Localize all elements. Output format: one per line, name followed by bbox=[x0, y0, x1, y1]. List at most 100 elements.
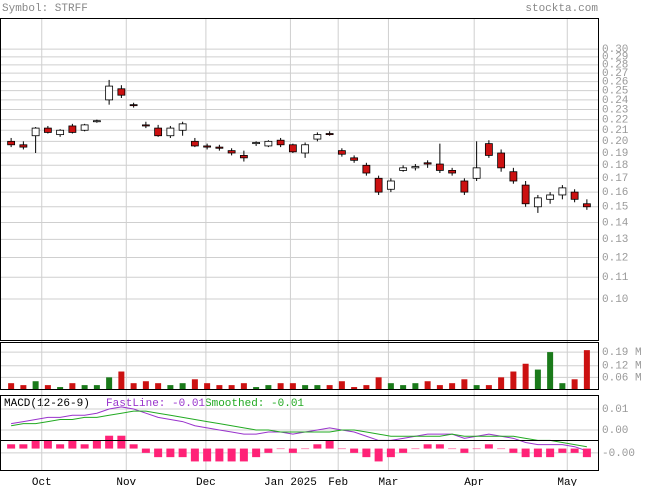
histogram-bar bbox=[252, 448, 261, 458]
histogram-bar bbox=[166, 448, 175, 458]
histogram-bar bbox=[362, 448, 371, 458]
volume-bar bbox=[583, 350, 590, 389]
volume-bar bbox=[191, 379, 198, 389]
y-tick-label: 0.11 bbox=[602, 272, 629, 284]
histogram-bar bbox=[276, 448, 285, 450]
volume-bar bbox=[8, 383, 15, 389]
histogram-bar bbox=[178, 448, 187, 458]
histogram-bar bbox=[313, 444, 322, 449]
volume-bar bbox=[69, 383, 76, 389]
histogram-bar bbox=[325, 440, 334, 449]
volume-bar bbox=[375, 377, 382, 389]
y-tick-label: 0.22 bbox=[602, 115, 628, 127]
y-tick-label: 0.19 bbox=[602, 148, 628, 160]
volume-bar bbox=[547, 352, 554, 389]
candle-body bbox=[497, 152, 506, 169]
volume-bar bbox=[302, 385, 309, 389]
candle-body bbox=[546, 194, 555, 200]
x-tick-label: Dec bbox=[196, 477, 216, 486]
histogram-bar bbox=[350, 448, 359, 453]
candle-body bbox=[558, 187, 567, 196]
histogram-bar bbox=[386, 448, 395, 458]
candle-body bbox=[264, 140, 273, 147]
volume-bar bbox=[314, 385, 321, 389]
histogram-bar bbox=[80, 444, 89, 449]
y-tick-label: 0.12 M bbox=[602, 361, 642, 373]
histogram-bar bbox=[582, 448, 591, 458]
volume-bar bbox=[81, 385, 88, 389]
candle-body bbox=[399, 167, 408, 171]
y-tick-label: 0.21 bbox=[602, 125, 629, 137]
x-tick-label: Oct bbox=[32, 477, 52, 486]
panel-frame bbox=[0, 18, 599, 341]
histogram-bar bbox=[497, 448, 506, 450]
candle-body bbox=[411, 166, 420, 169]
volume-bar bbox=[277, 383, 284, 389]
candle-body bbox=[570, 191, 579, 200]
candle-body bbox=[166, 127, 175, 137]
histogram-bar bbox=[521, 448, 530, 458]
volume-bar bbox=[228, 385, 235, 389]
candle-body bbox=[117, 88, 126, 96]
volume-bar bbox=[265, 385, 272, 389]
volume-bar bbox=[522, 363, 529, 389]
histogram-bar bbox=[31, 440, 40, 449]
histogram-bar bbox=[141, 448, 150, 453]
histogram-bar bbox=[19, 444, 28, 449]
site: stockta.com bbox=[525, 3, 598, 15]
y-tick-label: 0.12 bbox=[602, 252, 628, 264]
candle-body bbox=[313, 134, 322, 140]
candle-body bbox=[129, 104, 138, 107]
histogram-bar bbox=[43, 440, 52, 449]
y-tick-label: -0.00 bbox=[602, 448, 635, 460]
histogram-bar bbox=[68, 440, 77, 449]
macd-title: MACD(12-26-9) bbox=[4, 398, 90, 410]
candle-body bbox=[252, 142, 261, 145]
y-tick-label: 0.15 bbox=[602, 202, 628, 214]
y-tick-label: 0.14 bbox=[602, 217, 629, 229]
histogram-bar bbox=[472, 448, 481, 450]
candle-body bbox=[215, 146, 224, 149]
histogram-bar bbox=[288, 448, 297, 453]
volume-bar bbox=[424, 381, 431, 389]
volume-bar bbox=[485, 385, 492, 389]
candle-body bbox=[423, 162, 432, 165]
volume-bar bbox=[44, 385, 51, 389]
histogram-bar bbox=[129, 444, 138, 449]
histogram-bar bbox=[56, 444, 65, 449]
x-tick-label: Jan 2025 bbox=[264, 477, 317, 486]
histogram-bar bbox=[239, 448, 248, 462]
histogram-bar bbox=[460, 448, 469, 453]
volume-bar bbox=[510, 371, 517, 389]
volume-bar bbox=[179, 383, 186, 389]
candle-body bbox=[154, 127, 163, 137]
candle-body bbox=[374, 177, 383, 193]
volume-bar bbox=[559, 383, 566, 389]
candle-body bbox=[239, 155, 248, 159]
candle-body bbox=[301, 144, 310, 154]
candle-body bbox=[80, 124, 89, 131]
candle-body bbox=[509, 171, 518, 182]
volume-bar bbox=[412, 383, 419, 389]
y-tick-label: 0.13 bbox=[602, 234, 628, 246]
x-tick-label: Apr bbox=[464, 477, 484, 486]
candle-body bbox=[288, 144, 297, 153]
histogram-bar bbox=[227, 448, 236, 462]
candle-body bbox=[350, 157, 359, 161]
candle-body bbox=[448, 170, 457, 174]
histogram-bar bbox=[558, 448, 567, 453]
candle-body bbox=[484, 143, 493, 156]
candle-body bbox=[362, 164, 371, 174]
panel-frame bbox=[0, 342, 599, 390]
histogram-bar bbox=[570, 448, 579, 453]
volume-bar bbox=[204, 383, 211, 389]
volume-bar bbox=[461, 379, 468, 389]
volume-bar bbox=[449, 383, 456, 389]
volume-bar bbox=[118, 371, 125, 389]
y-tick-label: 0.23 bbox=[602, 104, 628, 116]
candle-body bbox=[56, 129, 65, 136]
volume-bar bbox=[289, 383, 296, 389]
y-tick-label: 0.01 bbox=[602, 404, 629, 416]
legend-smoothed: Smoothed: -0.01 bbox=[205, 398, 304, 410]
candle-body bbox=[7, 140, 16, 146]
